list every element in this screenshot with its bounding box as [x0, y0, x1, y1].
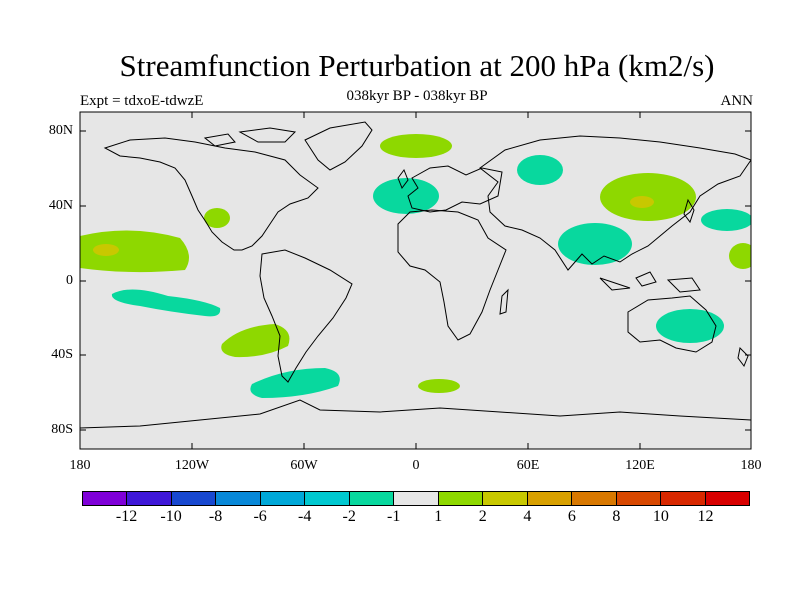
contour-region: [701, 209, 751, 231]
map-background: [80, 112, 751, 449]
contour-region: [418, 379, 460, 393]
colorbar-tick-label: -12: [115, 508, 138, 525]
colorbar-swatch: [127, 492, 172, 505]
lat-tick-label: 40N: [48, 198, 73, 213]
contour-region: [558, 223, 632, 265]
colorbar-swatch: [305, 492, 350, 505]
lon-tick-label: 120E: [625, 458, 655, 473]
colorbar-swatch: [616, 492, 662, 505]
colorbar-swatch: [527, 492, 573, 505]
coastlines: [80, 121, 751, 429]
colorbar-tick-label: 6: [567, 508, 576, 525]
contour-region: [221, 324, 290, 358]
lat-tick-label: 80S: [51, 422, 73, 437]
lon-tick-label: 120W: [174, 458, 210, 473]
colorbar-tick-label: -6: [253, 508, 267, 525]
colorbar-swatch: [216, 492, 261, 505]
colorbar-swatch: [483, 492, 528, 505]
contour-region: [517, 155, 563, 185]
colorbar-swatch: [394, 492, 439, 505]
lon-tick-label: 0: [412, 458, 420, 473]
contour-region: [80, 230, 189, 273]
colorbar: [82, 491, 750, 506]
colorbar-tick-label: -1: [387, 508, 401, 525]
contour-region: [373, 178, 439, 214]
colorbar-tick-label: 8: [612, 508, 621, 525]
lon-tick-label: 60E: [516, 458, 540, 473]
colorbar-swatch: [438, 492, 484, 505]
contour-region: [93, 244, 119, 256]
contour-region: [656, 309, 724, 343]
contour-region: [630, 196, 654, 208]
colorbar-tick-label: -10: [160, 508, 182, 525]
plot-subtitle: 038kyr BP - 038kyr BP: [346, 88, 488, 104]
contour-region: [380, 134, 452, 158]
colorbar-tick-label: -4: [297, 508, 312, 525]
contour-region: [204, 208, 230, 228]
season-label: ANN: [720, 93, 754, 109]
lat-tick-label: 0: [66, 273, 73, 288]
lat-tick-label: 80N: [48, 123, 73, 138]
colorbar-swatch: [661, 492, 706, 505]
colorbar-tick-label: 2: [478, 508, 487, 525]
contour-region: [111, 289, 221, 317]
colorbar-tick-label: 4: [523, 508, 532, 525]
colorbar-swatch: [260, 492, 306, 505]
contour-fills: [80, 134, 751, 398]
colorbar-tick-label: 10: [652, 508, 669, 525]
axis-ticks: [79, 112, 752, 449]
lat-tick-label: 40S: [51, 347, 73, 362]
colorbar-tick-label: 1: [434, 508, 443, 525]
contour-region: [729, 243, 751, 269]
plot-title: Streamfunction Perturbation at 200 hPa (…: [119, 48, 715, 83]
colorbar-tick-label: 12: [697, 508, 714, 525]
colorbar-tick-label: -8: [208, 508, 223, 525]
colorbar-tick-label: -2: [342, 508, 356, 525]
colorbar-swatch: [83, 492, 128, 505]
experiment-label: Expt = tdxoE-tdwzE: [80, 93, 204, 109]
lon-tick-label: 180: [740, 458, 762, 473]
contour-region: [250, 368, 340, 398]
colorbar-swatch: [349, 492, 395, 505]
colorbar-swatch: [705, 492, 750, 505]
colorbar-swatch: [171, 492, 217, 505]
lon-tick-label: 60W: [290, 458, 318, 473]
colorbar-swatch: [572, 492, 617, 505]
lon-tick-label: 180: [69, 458, 91, 473]
